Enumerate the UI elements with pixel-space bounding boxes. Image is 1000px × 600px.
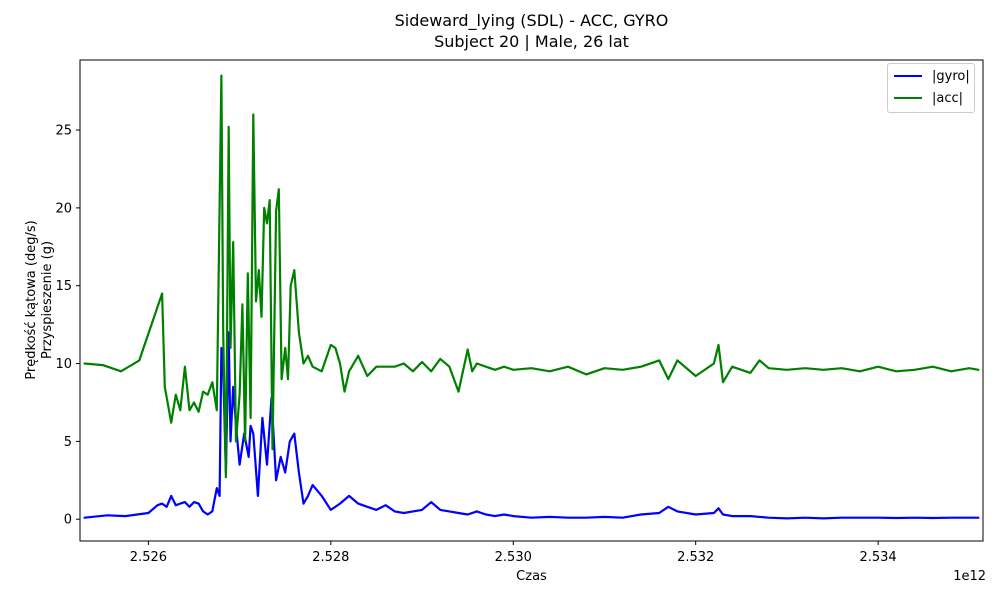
y-tick-label: 15 xyxy=(55,279,72,294)
x-tick-label: 2.530 xyxy=(495,550,532,565)
legend-label-gyro: |gyro| xyxy=(932,68,970,84)
x-tick-label: 2.528 xyxy=(312,550,349,565)
y-tick-label: 0 xyxy=(64,513,72,528)
y-tick-label: 25 xyxy=(55,124,72,139)
axes-frame xyxy=(79,59,984,542)
chart-title: Sideward_lying (SDL) - ACC, GYRO xyxy=(394,11,669,30)
x-tick-label: 2.526 xyxy=(130,550,167,565)
legend-item-gyro: |gyro| xyxy=(894,66,970,86)
series-line-acc xyxy=(83,74,980,479)
series-line-gyro xyxy=(83,331,980,520)
legend: |gyro| |acc| xyxy=(887,63,975,113)
legend-swatch-gyro xyxy=(894,75,922,77)
y-tick-label: 5 xyxy=(64,435,72,450)
legend-label-acc: |acc| xyxy=(932,90,964,106)
legend-item-acc: |acc| xyxy=(894,88,963,108)
y-axis-label-line-1: Prędkość kątowa (deg/s) xyxy=(24,220,39,380)
x-axis-offset-label: 1e12 xyxy=(953,569,986,584)
y-tick-label: 10 xyxy=(55,357,72,372)
y-axis-label-line-2: Przyspieszenie (g) xyxy=(40,240,55,360)
x-tick-label: 2.532 xyxy=(677,550,714,565)
x-axis-label: Czas xyxy=(516,569,547,584)
x-tick-label: 2.534 xyxy=(859,550,896,565)
legend-swatch-acc xyxy=(894,97,922,99)
y-tick-label: 20 xyxy=(55,201,72,216)
chart-subtitle: Subject 20 | Male, 26 lat xyxy=(434,32,629,51)
